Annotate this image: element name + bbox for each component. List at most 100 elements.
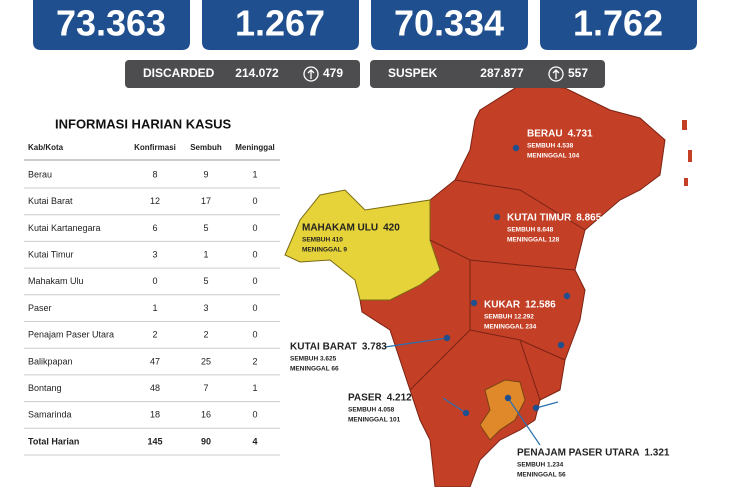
table-cell: 0 — [252, 330, 257, 340]
bar-value: 287.877 — [480, 66, 524, 80]
region-recovered: SEMBUH 4.538 — [527, 143, 574, 150]
region-deaths: MENINGGAL 128 — [507, 237, 560, 244]
leader-line — [384, 337, 448, 348]
stat-value: 1.762 — [573, 3, 663, 44]
region-dot — [493, 213, 501, 221]
leader-line — [535, 401, 559, 409]
region-total: 17.444 — [631, 397, 662, 408]
region-name: KUTAI BARAT — [290, 342, 357, 353]
region-name: PASER — [348, 393, 382, 404]
region-total: 4.731 — [568, 129, 593, 140]
table-cell: 145 — [147, 436, 162, 446]
region-deaths: MENINGGAL 56 — [517, 472, 566, 479]
region-total: 420 — [383, 223, 400, 234]
bar-label: SUSPEK — [388, 66, 438, 80]
region-deaths: MENINGGAL 101 — [348, 417, 401, 424]
table-cell: 0 — [252, 276, 257, 286]
table-cell: Samarinda — [28, 410, 72, 420]
region-dot — [470, 299, 478, 307]
region-dot — [557, 341, 565, 349]
table-cell: 3 — [152, 249, 157, 259]
table-cell: Kutai Kartanegara — [28, 223, 101, 233]
region-total: 1.321 — [644, 448, 669, 459]
leader-line — [442, 397, 467, 414]
table-cell: 48 — [150, 383, 160, 393]
table-header: Sembuh — [190, 143, 222, 152]
region-recovered: SEMBUH 3.625 — [290, 356, 337, 363]
table-header: Meninggal — [235, 143, 275, 152]
table-cell: 2 — [252, 356, 257, 366]
stat-value: 1.267 — [235, 3, 325, 44]
region-total: 12.586 — [525, 300, 556, 311]
table-cell: 16 — [201, 410, 211, 420]
region-dot — [504, 394, 512, 402]
table-cell: 17 — [201, 196, 211, 206]
leader-line — [507, 397, 541, 446]
table-cell: 6 — [152, 223, 157, 233]
table-cell: 9 — [203, 169, 208, 179]
region-name: BONTANG — [597, 287, 647, 298]
arrow-icon — [548, 66, 564, 82]
map-orange — [479, 379, 526, 441]
region-recovered: SEMBUH 16.347 — [562, 411, 612, 418]
table-cell: 2 — [203, 330, 208, 340]
stat-box — [202, 0, 359, 50]
island — [684, 178, 688, 186]
region-total: 8.865 — [576, 213, 601, 224]
bar-value: 214.072 — [235, 66, 279, 80]
arrow-icon — [552, 69, 560, 79]
table-cell: Paser — [28, 303, 52, 313]
table-cell: 0 — [252, 196, 257, 206]
table-cell: 0 — [252, 303, 257, 313]
region-total: 3.783 — [362, 342, 387, 353]
region-name: KUKAR — [484, 300, 521, 311]
region-deaths: MENINGGAL 615 — [562, 421, 615, 428]
region-recovered: SEMBUH 12.292 — [484, 314, 534, 321]
region-total: 6.330 — [652, 287, 677, 298]
region-deaths: MENINGGAL 351 — [597, 359, 650, 366]
region-deaths: MENINGGAL 98 — [597, 311, 646, 318]
region-name: SAMARINDA — [597, 335, 658, 346]
table-cell: 3 — [203, 303, 208, 313]
region-recovered: SEMBUH 4.058 — [348, 407, 395, 414]
table-cell: Bontang — [28, 383, 62, 393]
table-cell: 18 — [150, 410, 160, 420]
table-title: INFORMASI HARIAN KASUS — [55, 116, 232, 131]
region-total: 13.671 — [663, 335, 694, 346]
table-cell: 0 — [252, 223, 257, 233]
table-cell: Balikpapan — [28, 356, 73, 366]
bar-label: DISCARDED — [143, 66, 215, 80]
table-cell: 0 — [152, 276, 157, 286]
table-cell: 2 — [152, 330, 157, 340]
region-name: KUTAI TIMUR — [507, 213, 572, 224]
region-deaths: MENINGGAL 104 — [527, 153, 580, 160]
region-name: PENAJAM PASER UTARA — [517, 448, 639, 459]
island — [688, 150, 692, 162]
island — [682, 120, 687, 130]
region-recovered: SEMBUH 13.170 — [597, 349, 647, 356]
arrow-icon — [303, 66, 319, 82]
region-recovered: SEMBUH 6.012 — [597, 301, 644, 308]
table-cell: 1 — [252, 169, 257, 179]
region-name: BALIKPAPAN — [562, 397, 626, 408]
table-cell: Mahakam Ulu — [28, 276, 84, 286]
table-cell: 1 — [152, 303, 157, 313]
table-cell: Kutai Barat — [28, 196, 73, 206]
table-cell: 0 — [252, 249, 257, 259]
table-cell: 1 — [203, 249, 208, 259]
region-dot — [532, 404, 540, 412]
table-cell: 5 — [203, 223, 208, 233]
bar-change: 479 — [323, 66, 343, 80]
bar-change: 557 — [568, 66, 588, 80]
region-recovered: SEMBUH 410 — [302, 237, 343, 244]
stat-box — [371, 0, 528, 50]
region-dot — [462, 409, 470, 417]
table-cell: 12 — [150, 196, 160, 206]
table-cell: 25 — [201, 356, 211, 366]
region-recovered: SEMBUH 1.234 — [517, 462, 564, 469]
table-cell: 4 — [252, 436, 257, 446]
region-deaths: MENINGGAL 234 — [484, 324, 537, 331]
table-cell: 5 — [203, 276, 208, 286]
region-name: BERAU — [527, 129, 563, 140]
map-borders — [409, 179, 586, 401]
